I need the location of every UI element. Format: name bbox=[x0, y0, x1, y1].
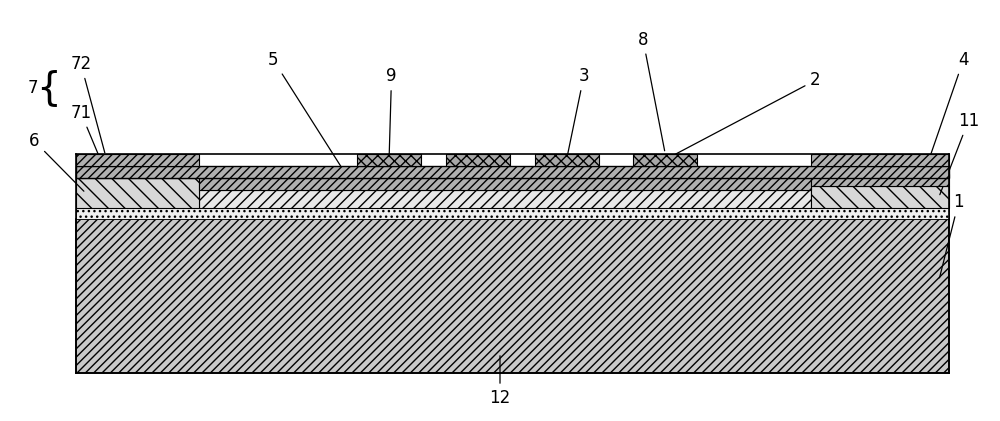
Text: 72: 72 bbox=[70, 55, 105, 153]
Text: 4: 4 bbox=[930, 51, 969, 157]
Bar bbox=[811, 154, 949, 166]
Text: 11: 11 bbox=[940, 112, 979, 195]
Bar bbox=[811, 186, 949, 208]
Bar bbox=[76, 178, 199, 208]
Bar bbox=[76, 166, 199, 178]
Bar bbox=[76, 208, 949, 218]
Bar bbox=[76, 166, 949, 178]
Bar bbox=[199, 190, 811, 208]
Bar bbox=[199, 178, 811, 190]
Bar bbox=[357, 154, 421, 166]
Bar bbox=[76, 154, 199, 166]
Bar bbox=[811, 174, 949, 186]
Bar bbox=[535, 154, 599, 166]
Bar bbox=[76, 218, 949, 373]
Text: {: { bbox=[36, 69, 61, 107]
Bar bbox=[633, 154, 697, 166]
Text: 1: 1 bbox=[939, 193, 964, 278]
Text: 5: 5 bbox=[268, 51, 351, 182]
Text: 71: 71 bbox=[70, 104, 104, 169]
Text: 6: 6 bbox=[29, 132, 84, 191]
Text: 2: 2 bbox=[668, 71, 821, 158]
Text: 7: 7 bbox=[27, 80, 38, 97]
Text: 3: 3 bbox=[567, 67, 589, 157]
Text: 9: 9 bbox=[386, 67, 397, 157]
Text: 12: 12 bbox=[489, 356, 511, 407]
Bar bbox=[446, 154, 510, 166]
Text: 8: 8 bbox=[638, 30, 665, 151]
